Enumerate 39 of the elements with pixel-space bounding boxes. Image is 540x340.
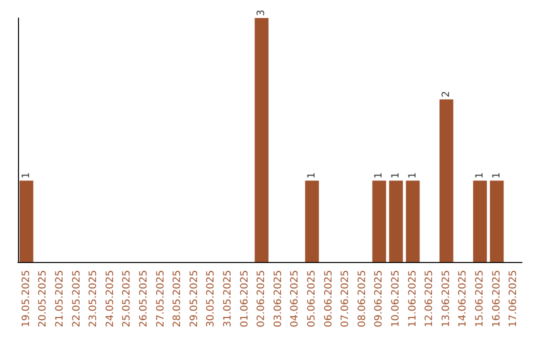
x-tick-label: 26.05.2025 bbox=[138, 270, 150, 328]
data-label: 1 bbox=[390, 172, 402, 179]
x-tick-label: 19.05.2025 bbox=[20, 270, 32, 328]
x-tick-label: 08.06.2025 bbox=[356, 270, 368, 328]
x-tick-label: 02.06.2025 bbox=[256, 270, 268, 328]
data-label: 1 bbox=[306, 172, 318, 179]
x-tick-label: 15.06.2025 bbox=[474, 270, 486, 328]
x-tick-label: 14.06.2025 bbox=[458, 270, 469, 328]
x-tick-label: 05.06.2025 bbox=[306, 270, 318, 328]
x-tick-label: 29.05.2025 bbox=[188, 270, 200, 328]
x-tick-label: 07.06.2025 bbox=[340, 270, 352, 328]
data-label: 1 bbox=[407, 172, 418, 179]
data-label: 1 bbox=[474, 172, 486, 179]
x-tick-label: 17.06.2025 bbox=[508, 270, 520, 328]
x-tick-label: 11.06.2025 bbox=[407, 270, 418, 328]
x-tick-label: 09.06.2025 bbox=[374, 270, 385, 328]
x-tick-label: 10.06.2025 bbox=[390, 270, 402, 328]
x-tick-label: 03.06.2025 bbox=[272, 270, 284, 328]
data-label: 2 bbox=[440, 90, 452, 98]
x-tick-label: 20.05.2025 bbox=[38, 270, 49, 328]
x-tick-label: 21.05.2025 bbox=[54, 270, 66, 328]
x-tick-label: 31.05.2025 bbox=[222, 270, 234, 328]
x-tick-label: 12.06.2025 bbox=[424, 270, 436, 328]
data-label: 3 bbox=[256, 10, 268, 16]
x-tick-label: 13.06.2025 bbox=[440, 270, 452, 328]
x-tick-label: 23.05.2025 bbox=[88, 270, 100, 328]
x-tick-label: 28.05.2025 bbox=[172, 270, 184, 328]
x-tick-label: 16.06.2025 bbox=[491, 270, 502, 328]
x-tick-label: 04.06.2025 bbox=[290, 270, 301, 328]
x-tick-label: 01.06.2025 bbox=[239, 270, 250, 328]
data-label: 1 bbox=[20, 172, 32, 179]
x-tick-label: 30.05.2025 bbox=[206, 270, 217, 328]
x-tick-label: 06.06.2025 bbox=[323, 270, 334, 328]
data-label: 1 bbox=[491, 172, 502, 179]
x-tick-label: 27.05.2025 bbox=[155, 270, 166, 328]
data-label: 1 bbox=[374, 172, 385, 179]
x-tick-label: 22.05.2025 bbox=[71, 270, 82, 328]
x-tick-label: 25.05.2025 bbox=[122, 270, 133, 328]
x-tick-label: 24.05.2025 bbox=[104, 270, 116, 328]
